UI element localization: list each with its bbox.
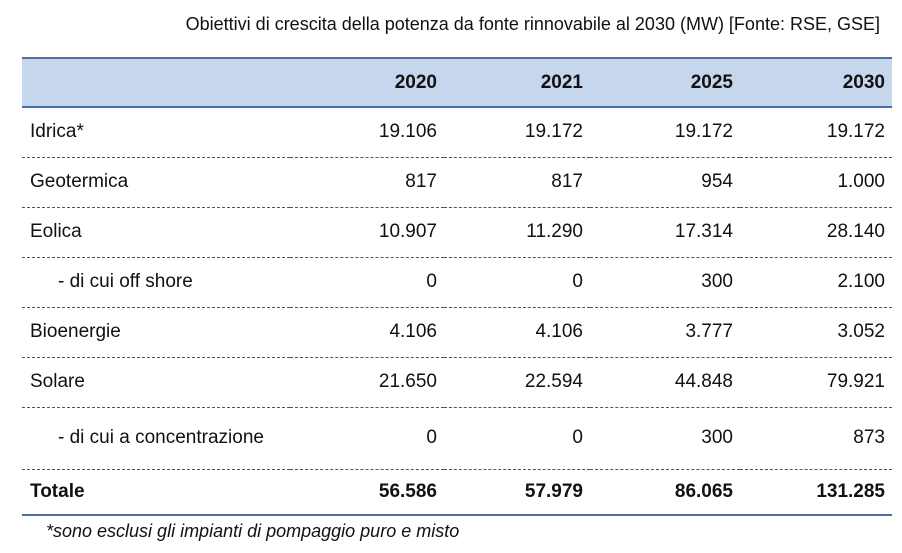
row-label: Idrica*	[30, 121, 84, 143]
column-header	[22, 58, 290, 107]
cell-value: 19.172	[674, 121, 733, 143]
cell-value: 10.907	[378, 221, 437, 242]
cell-value: 2.100	[837, 271, 885, 292]
column-header: 2025	[690, 71, 733, 93]
cell-value: 3.777	[685, 321, 733, 342]
cell-value: 817	[551, 171, 583, 192]
column-header: 2021	[540, 71, 583, 93]
cell-value: 0	[572, 271, 583, 292]
cell-value: 300	[701, 271, 733, 292]
table-header: 2020 2021 2025 2030	[22, 58, 892, 107]
cell-value: 3.052	[837, 321, 885, 342]
table-row: Totale 56.586 57.979 86.065 131.285	[22, 469, 892, 515]
table-row: Geotermica 817 817 954 1.000	[22, 157, 892, 207]
table-row: - di cui a concentrazione 0 0 300 873	[22, 407, 892, 469]
row-label: - di cui a concentrazione	[58, 427, 264, 448]
cell-value: 19.172	[524, 121, 583, 143]
cell-value: 4.106	[389, 321, 437, 342]
table-title: Obiettivi di crescita della potenza da f…	[185, 14, 880, 34]
row-label: Eolica	[30, 221, 82, 242]
table-row: - di cui off shore 0 0 300 2.100	[22, 257, 892, 307]
cell-value: 22.594	[524, 371, 583, 392]
cell-value: 19.106	[378, 121, 437, 143]
cell-value: 44.848	[674, 371, 733, 392]
cell-value: 954	[701, 171, 733, 192]
cell-value: 17.314	[674, 221, 733, 242]
cell-value: 1.000	[837, 171, 885, 192]
data-table: 2020 2021 2025 2030 Idrica* 19.106 19.172 19.1…	[22, 57, 892, 516]
cell-value: 21.650	[378, 371, 437, 392]
cell-value: 817	[405, 171, 437, 192]
table-row: Eolica 10.907 11.290 17.314 28.140	[22, 207, 892, 257]
row-label: Totale	[30, 480, 85, 502]
column-header: 2030	[842, 71, 885, 93]
cell-value: 56.586	[378, 480, 437, 502]
cell-value: 873	[853, 427, 885, 448]
table-row: Idrica* 19.106 19.172 19.172 19.172	[22, 107, 892, 157]
header-row: 2020 2021 2025 2030	[22, 58, 892, 107]
table-body: Idrica* 19.106 19.172 19.172 19.172 Geotermic…	[22, 107, 892, 515]
cell-value: 86.065	[674, 480, 733, 502]
table-row: Bioenergie 4.106 4.106 3.777 3.052	[22, 307, 892, 357]
cell-value: 131.285	[816, 480, 885, 502]
row-label: Geotermica	[30, 171, 129, 192]
cell-value: 0	[572, 427, 583, 448]
cell-value: 19.172	[826, 121, 885, 143]
row-label: Solare	[30, 371, 85, 392]
cell-value: 79.921	[826, 371, 885, 392]
table-row: Solare 21.650 22.594 44.848 79.921	[22, 357, 892, 407]
cell-value: 300	[701, 427, 733, 448]
cell-value: 0	[426, 427, 437, 448]
row-label: - di cui off shore	[58, 271, 193, 292]
cell-value: 57.979	[524, 480, 583, 502]
cell-value: 4.106	[535, 321, 583, 342]
footnote: *sono esclusi gli impianti di pompaggio …	[46, 521, 460, 541]
cell-value: 28.140	[826, 221, 885, 242]
cell-value: 11.290	[526, 221, 583, 242]
cell-value: 0	[426, 271, 437, 292]
row-label: Bioenergie	[30, 321, 121, 342]
column-header: 2020	[394, 71, 437, 93]
